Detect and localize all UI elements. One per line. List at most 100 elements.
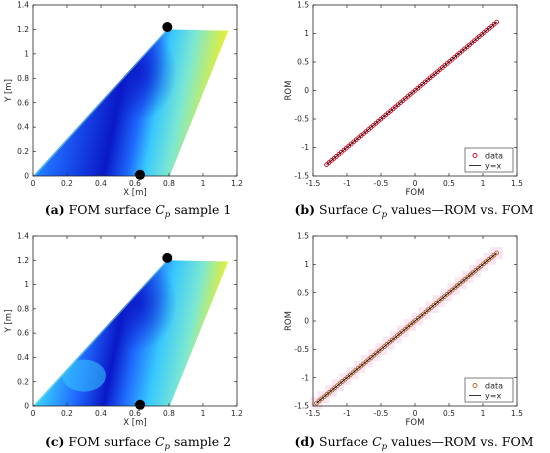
y-axis-label: Y [m]: [4, 79, 14, 103]
data-point: [494, 250, 499, 256]
identity-line: [326, 21, 497, 165]
y-tick-label: 0.2: [17, 147, 29, 156]
legend-label-data: data: [485, 382, 503, 391]
y-tick-label: 1: [24, 49, 29, 58]
caption-text-before: Surface: [315, 202, 372, 217]
y-axis-label: ROM: [284, 311, 294, 331]
legend-box: [464, 377, 514, 403]
y-tick-label: -1.5: [294, 172, 309, 181]
y-tick-label: 0: [304, 86, 309, 95]
x-tick-label: 1: [201, 409, 206, 418]
caption-prefix: (d): [294, 434, 315, 449]
y-tick-label: 0.2: [17, 377, 29, 386]
probe-marker: [162, 252, 173, 263]
y-tick-label: 0.6: [17, 329, 29, 338]
leading-edge-band: [33, 260, 168, 406]
y-tick-label: 0.5: [297, 288, 309, 297]
x-axis-label: X [m]: [123, 188, 146, 198]
x-tick-label: -0.5: [374, 409, 389, 418]
y-tick-label: 1.2: [17, 25, 29, 34]
y-tick-label: -1: [302, 143, 310, 152]
x-tick-label: 1.2: [231, 179, 243, 188]
y-tick-label: 1: [304, 29, 309, 38]
legend-label-data: data: [485, 152, 503, 161]
x-tick-label: -1.5: [306, 179, 321, 188]
y-tick-label: -1: [302, 373, 310, 382]
panel-c: 0 0.2 0.4 0.6 0.8 1 1.2 0 0.2 0.4 0.6 0.8 1 1.2 1.4 X […: [4, 232, 243, 452]
caption-text-before: FOM surface: [65, 202, 156, 217]
caption-text-before: Surface: [315, 434, 372, 449]
caption: (d) Surface Cp values—ROM vs. FOM: [294, 434, 533, 452]
probe-marker: [135, 169, 146, 180]
x-tick-label: 0.2: [61, 179, 73, 188]
legend-label-line: y=x: [485, 392, 501, 401]
y-tick-label: 0: [24, 172, 29, 181]
y-axis-label: Y [m]: [4, 310, 14, 334]
mid-pressure-patch: [62, 359, 106, 392]
legend-marker-data: [472, 153, 478, 158]
y-tick-label: -1.5: [294, 402, 309, 411]
x-tick-label: 0.8: [163, 409, 175, 418]
caption-text-after: values—ROM vs. FOM: [387, 434, 534, 449]
caption-text-before: FOM surface: [64, 434, 155, 449]
y-tick-label: 0: [24, 402, 29, 411]
x-tick-label: 0: [31, 409, 36, 418]
x-tick-label: 0.5: [443, 179, 455, 188]
low-pressure-region: [100, 29, 177, 121]
probe-marker: [162, 21, 173, 32]
caption-text-after: values—ROM vs. FOM: [387, 202, 534, 217]
x-tick-label: 1: [481, 179, 486, 188]
caption: (b) Surface Cp values—ROM vs. FOM: [294, 202, 533, 220]
y-tick-label: 1.4: [17, 232, 29, 241]
caption-math: C: [372, 202, 382, 217]
x-tick-label: 0.5: [443, 409, 455, 418]
x-tick-label: 0: [31, 179, 36, 188]
caption-math: C: [155, 202, 165, 217]
x-tick-label: 0.4: [95, 179, 107, 188]
panel-a: 0 0.2 0.4 0.6 0.8 1 1.2 0 0.2 0.4 0.6 0.8 1 1.2 1.4 X […: [4, 1, 243, 220]
x-tick-label: 0: [413, 409, 418, 418]
y-tick-label: 1: [304, 260, 309, 269]
caption-text-after: sample 2: [170, 434, 231, 449]
y-tick-label: 0.4: [17, 123, 29, 132]
x-tick-label: -1.5: [306, 409, 321, 418]
caption-prefix: (b): [294, 202, 315, 217]
identity-line: [316, 252, 497, 404]
y-tick-label: 0.8: [17, 304, 29, 313]
y-tick-label: 1.4: [17, 1, 29, 10]
caption-prefix: (c): [45, 434, 64, 449]
y-tick-label: 1: [24, 280, 29, 289]
x-tick-label: 1: [201, 179, 206, 188]
caption-text-after: sample 1: [170, 202, 231, 217]
caption: (c) FOM surface Cp sample 2: [45, 434, 231, 452]
y-axis-label: ROM: [284, 81, 294, 101]
caption-subscript: p: [382, 442, 388, 452]
y-tick-label: 1.2: [17, 256, 29, 265]
x-axis-label: FOM: [406, 188, 425, 198]
y-tick-label: 0: [304, 317, 309, 326]
x-tick-label: 0.2: [61, 409, 73, 418]
y-tick-label: 0.5: [297, 58, 309, 67]
x-tick-label: 0.6: [129, 179, 141, 188]
x-tick-label: -1: [343, 179, 351, 188]
probe-marker: [135, 399, 146, 410]
x-axis-label: X [m]: [123, 418, 146, 428]
y-tick-label: 0.6: [17, 98, 29, 107]
x-tick-label: 0.6: [129, 409, 141, 418]
y-tick-label: -0.5: [294, 115, 309, 124]
x-tick-label: 0.8: [163, 179, 175, 188]
low-pressure-region: [100, 260, 177, 351]
caption-prefix: (a): [45, 202, 65, 217]
x-tick-label: 1.5: [511, 179, 523, 188]
caption-math: C: [372, 434, 382, 449]
x-tick-label: 1.2: [231, 409, 243, 418]
caption-math: C: [155, 434, 165, 449]
legend-label-line: y=x: [485, 162, 501, 171]
x-tick-label: 0: [413, 179, 418, 188]
x-tick-label: -0.5: [374, 179, 389, 188]
x-tick-label: 1.5: [511, 409, 523, 418]
